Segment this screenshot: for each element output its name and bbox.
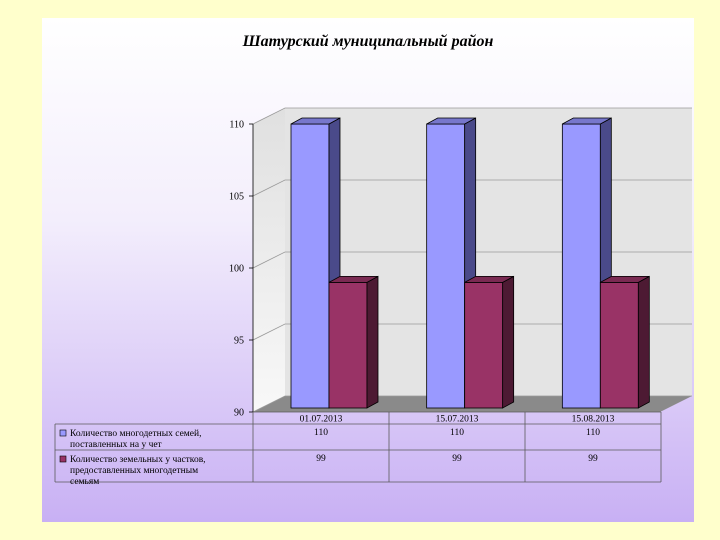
bar-side	[502, 275, 515, 409]
bar-top	[290, 117, 341, 125]
data-label: 110	[450, 428, 464, 438]
gridline	[252, 107, 692, 125]
legend-key	[59, 455, 67, 463]
bar-top	[562, 117, 612, 125]
bar-front	[561, 123, 601, 409]
y-tick-label: 90	[234, 408, 244, 419]
y-tick-label: 95	[234, 336, 244, 347]
data-label: 99	[452, 454, 462, 464]
bar-side	[637, 275, 650, 409]
bar-top	[600, 275, 650, 283]
bar	[328, 275, 379, 409]
data-label: 99	[316, 454, 326, 464]
legend-key	[59, 429, 67, 437]
bars	[290, 117, 650, 409]
y-axis: 90 95 100 105 110	[229, 120, 254, 419]
data-label: 110	[314, 428, 328, 438]
bar-top	[328, 275, 379, 283]
y-tick-label: 105	[229, 192, 244, 203]
bar-front	[426, 123, 466, 409]
bar-front	[328, 281, 368, 409]
legend-label: поставленных на у чет	[70, 440, 163, 450]
bar-front	[290, 123, 330, 409]
gridline	[252, 251, 692, 269]
gridline	[252, 395, 692, 413]
y-tick-label: 110	[229, 120, 244, 131]
bar-side	[366, 275, 379, 409]
category-label: 15.08.2013	[572, 415, 615, 425]
data-label: 110	[586, 428, 600, 438]
bar	[599, 275, 650, 409]
bar-front	[464, 281, 504, 409]
data-table: 01.07.2013 15.07.2013 15.08.2013 Количество…	[54, 411, 662, 487]
category-label: 01.07.2013	[300, 415, 343, 425]
chart-title: Шатурский муниципальный район	[242, 33, 494, 50]
data-label: 99	[588, 454, 598, 464]
legend-label: Количество земельных у частков,	[70, 455, 206, 465]
bar-top	[464, 275, 514, 283]
bar-top	[426, 117, 476, 125]
y-tick-label: 100	[229, 264, 244, 275]
legend-label: семьям	[70, 477, 99, 487]
bar	[464, 275, 515, 409]
gridlines	[252, 107, 692, 413]
legend-label: Количество многодетных семей,	[70, 428, 201, 439]
legend-label: предоставленных многодетным	[70, 466, 198, 476]
bar-front	[599, 281, 639, 409]
category-label: 15.07.2013	[436, 415, 479, 425]
gridline	[252, 179, 692, 197]
gridline	[252, 323, 692, 341]
